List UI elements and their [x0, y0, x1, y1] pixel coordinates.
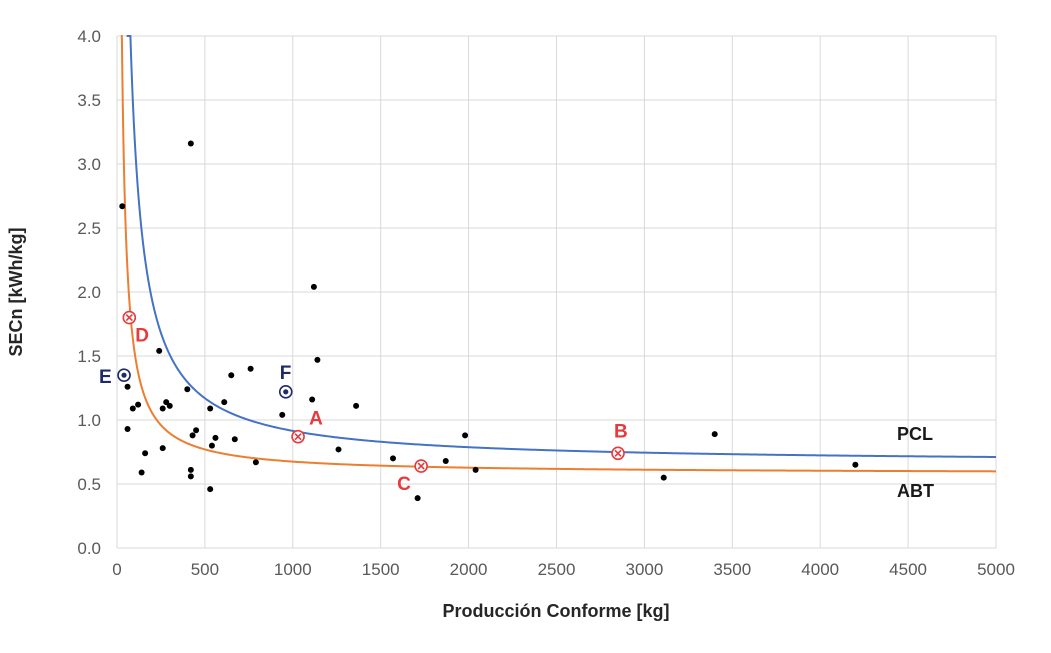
y-tick-label: 2.5: [77, 219, 101, 238]
highlight-cross: [614, 449, 622, 457]
data-point: [119, 203, 126, 210]
y-tick-label: 0.0: [77, 539, 101, 558]
data-point: [228, 372, 235, 379]
y-axis-label: SECn [kWh/kg]: [6, 228, 26, 357]
data-point: [163, 399, 170, 406]
highlight-label: C: [397, 474, 411, 495]
data-point: [159, 445, 166, 452]
data-point: [414, 495, 421, 502]
data-point: [314, 356, 321, 363]
highlight-label: F: [280, 363, 292, 384]
data-point: [221, 399, 228, 406]
data-point: [135, 401, 142, 408]
highlight-cross: [125, 314, 133, 322]
data-point: [189, 432, 196, 439]
highlight-point-a: A: [291, 409, 323, 444]
data-point: [252, 459, 259, 466]
data-point: [390, 455, 397, 462]
data-point: [156, 347, 163, 354]
data-point: [335, 446, 342, 453]
y-tick-label: 1.0: [77, 411, 101, 430]
x-tick-label: 500: [191, 560, 219, 579]
x-tick-label: 2500: [538, 560, 576, 579]
x-tick-label: 2000: [450, 560, 488, 579]
x-axis-label: Producción Conforme [kg]: [442, 601, 669, 621]
x-tick-label: 3500: [713, 560, 751, 579]
highlight-point-f: F: [278, 363, 293, 399]
data-point: [310, 283, 317, 290]
highlight-point-c: C: [397, 459, 428, 495]
y-tick-label: 4.0: [77, 27, 101, 46]
highlight-point-e: E: [99, 367, 131, 388]
x-tick-label: 0: [112, 560, 121, 579]
fitted-curves: [120, 35, 997, 473]
curve-label-abt: ABT: [897, 481, 934, 501]
data-point: [124, 425, 131, 432]
y-tick-label: 1.5: [77, 347, 101, 366]
highlight-label: A: [309, 409, 323, 430]
data-point: [660, 474, 667, 481]
data-point: [138, 469, 145, 476]
data-point: [193, 427, 200, 434]
data-point: [187, 140, 194, 147]
curve-label-pcl: PCL: [897, 424, 933, 444]
data-point: [852, 461, 859, 468]
highlight-cross: [417, 462, 425, 470]
data-point: [353, 402, 360, 409]
highlight-label: D: [135, 326, 149, 347]
data-point: [159, 405, 166, 412]
x-tick-label: 5000: [977, 560, 1015, 579]
curve-abt: [120, 35, 997, 473]
highlight-dot: [283, 389, 289, 395]
highlight-point-b: B: [611, 421, 628, 461]
data-point: [247, 365, 254, 372]
highlight-label: E: [99, 367, 112, 388]
highlight-label: B: [614, 421, 628, 442]
data-point: [187, 466, 194, 473]
data-point: [442, 457, 449, 464]
x-tick-label: 3000: [625, 560, 663, 579]
x-tick-label: 4500: [889, 560, 927, 579]
highlight-cross: [294, 433, 302, 441]
data-point: [166, 402, 173, 409]
data-points: [119, 140, 859, 502]
data-point: [129, 405, 136, 412]
x-tick-label: 4000: [801, 560, 839, 579]
data-point: [212, 434, 219, 441]
data-point: [472, 466, 479, 473]
x-tick-label: 1000: [274, 560, 312, 579]
data-point: [207, 486, 214, 493]
highlight-dot: [121, 372, 127, 378]
data-point: [208, 442, 215, 449]
data-point: [462, 432, 469, 439]
data-point: [309, 396, 316, 403]
data-point: [207, 405, 214, 412]
gridlines: [116, 35, 997, 549]
data-point: [279, 411, 286, 418]
y-tick-label: 2.0: [77, 283, 101, 302]
data-point: [231, 436, 238, 443]
data-point: [184, 386, 191, 393]
y-tick-label: 0.5: [77, 475, 101, 494]
y-tick-label: 3.5: [77, 91, 101, 110]
data-point: [142, 450, 149, 457]
data-point: [711, 431, 718, 438]
axes: 0 500 1000 1500 2000 2500 3000 3500 4000 4500 5000…: [77, 27, 1015, 579]
curve-pcl: [126, 35, 997, 458]
data-point: [187, 473, 194, 480]
highlighted-points: A B C D E F: [99, 310, 628, 495]
highlight-point-d: D: [122, 310, 149, 347]
x-tick-label: 1500: [362, 560, 400, 579]
data-point: [124, 383, 131, 390]
y-tick-label: 3.0: [77, 155, 101, 174]
